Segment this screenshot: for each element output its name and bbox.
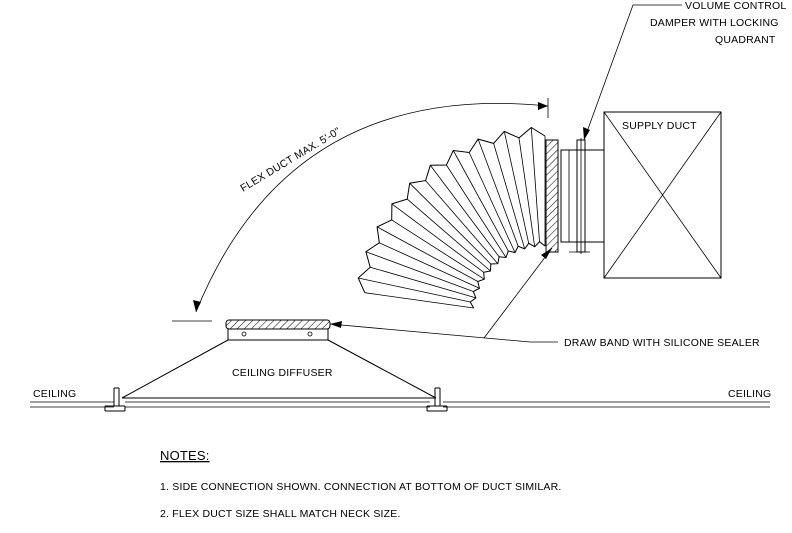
flex-duct-rib	[425, 180, 499, 264]
damper-leader	[583, 4, 682, 141]
flex-duct-rib	[365, 251, 474, 292]
flex-duct-rib	[358, 277, 471, 303]
flex-duct-rib	[468, 152, 516, 253]
flex-duct	[357, 126, 546, 309]
flex-duct-rib	[452, 150, 509, 252]
ceiling-label-right: CEILING	[728, 388, 771, 400]
diffuser-neck	[227, 328, 329, 341]
flex-duct-rib	[429, 165, 500, 258]
draw-band-leader	[329, 247, 558, 343]
note-2: 2. FLEX DUCT SIZE SHALL MATCH NECK SIZE.	[160, 508, 401, 520]
flex-duct-rib	[446, 164, 507, 258]
flex-duct-label: FLEX DUCT MAX. 5'-0"	[238, 125, 342, 194]
flex-duct-inner-edge	[469, 241, 546, 309]
flex-duct-rib	[503, 131, 530, 244]
volume-damper	[560, 138, 605, 254]
ceiling-label-left: CEILING	[33, 388, 76, 400]
flex-duct-rib	[477, 138, 519, 247]
flex-duct-dimension	[172, 98, 549, 322]
flex-duct-rib	[391, 219, 485, 280]
flex-duct-rib	[518, 137, 536, 247]
damper-label-3: QUADRANT	[715, 34, 776, 46]
flex-duct-rib	[364, 292, 474, 309]
damper-label-2: DAMPER WITH LOCKING	[650, 17, 779, 29]
flex-duct-rib	[370, 266, 477, 299]
draw-band-duct	[545, 139, 559, 253]
supply-duct	[603, 111, 722, 279]
ceiling-diffuser	[121, 339, 437, 399]
flex-duct-rib	[493, 143, 526, 250]
draw-band-label: DRAW BAND WITH SILICONE SEALER	[564, 337, 760, 349]
flex-duct-rib	[409, 182, 492, 265]
notes-heading: NOTES:	[160, 448, 210, 463]
flex-duct-rib	[406, 198, 491, 272]
ceiling-diffuser-label: CEILING DIFFUSER	[232, 367, 333, 379]
flex-duct-rib	[391, 203, 484, 273]
ceiling	[30, 387, 770, 412]
draw-band-diffuser	[225, 319, 331, 330]
damper-label-1: VOLUME CONTROL	[685, 0, 786, 12]
flex-duct-rib	[530, 127, 540, 242]
flex-duct-rib	[379, 242, 480, 289]
note-1: 1. SIDE CONNECTION SHOWN. CONNECTION AT …	[160, 481, 562, 493]
flex-duct-rib	[376, 226, 478, 282]
supply-duct-label: SUPPLY DUCT	[622, 120, 697, 132]
